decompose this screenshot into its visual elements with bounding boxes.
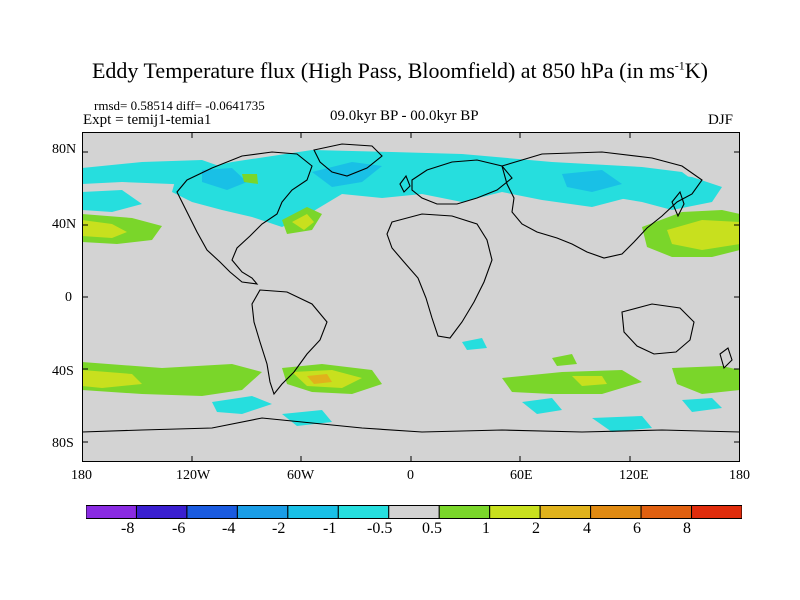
lon-ticks (191, 132, 631, 462)
season-label: DJF (708, 112, 734, 128)
lon-label-120e: 120E (619, 468, 649, 483)
contour-green-hudson (242, 174, 258, 184)
contour-blue-north (312, 162, 382, 187)
colorbar-label: -8 (121, 520, 135, 537)
colorbar-label: -4 (222, 520, 236, 537)
colorbar-label: -0.5 (367, 520, 393, 537)
coast-asia (501, 151, 703, 259)
coast-australia (621, 303, 695, 355)
lat-label-40s: 40S (52, 364, 74, 379)
colorbar-swatch (691, 505, 742, 519)
colorbar-swatch (590, 505, 642, 519)
colorbar-label: 6 (633, 520, 641, 537)
lat-label-0: 0 (65, 290, 72, 305)
lon-label-60w: 60W (287, 468, 315, 483)
map-title: Eddy Temperature flux (High Pass, Bloomf… (91, 58, 708, 83)
flux-map (82, 132, 740, 462)
colorbar-swatch (86, 505, 137, 519)
lat-ticks (82, 151, 740, 443)
colorbar-swatch (489, 505, 541, 519)
contour-green-south-pac (82, 362, 262, 396)
contour-yellow-west-pac (82, 220, 127, 238)
contour-cyan-nwpac (592, 172, 722, 210)
coast-south-america (251, 289, 328, 396)
contour-cyan-north-atlantic (172, 150, 702, 227)
colorbar-label: -2 (272, 520, 286, 537)
colorbar-swatch (640, 505, 693, 519)
contour-yellow-indian (572, 376, 607, 386)
contour-blue-npac-w (562, 170, 622, 192)
colorbar-swatch (438, 505, 491, 519)
colorbar-label: -1 (323, 520, 337, 537)
contour-yellow-south-pac (82, 370, 142, 388)
contour-cyan-south-6 (462, 338, 487, 350)
lon-label-180w: 180 (71, 468, 92, 483)
colorbar-label: -6 (172, 520, 186, 537)
colorbar-label: 0.5 (422, 520, 442, 537)
colorbar (86, 505, 742, 519)
coast-greenland (313, 143, 383, 177)
colorbar-label: 4 (583, 520, 591, 537)
contour-green-south-small (552, 354, 577, 366)
lon-label-120w: 120W (176, 468, 211, 483)
colorbar-swatch (186, 505, 238, 519)
lat-label-40n: 40N (52, 217, 77, 232)
contour-yellow-east-pac (667, 220, 740, 250)
lon-label-180e: 180 (729, 468, 750, 483)
coast-new-zealand (719, 347, 733, 370)
lat-label-80n: 80N (52, 142, 77, 157)
lon-label-0: 0 (407, 468, 414, 483)
period-label: 09.0kyr BP - 00.0kyr BP (330, 108, 479, 124)
contour-cyan-south-5 (682, 398, 722, 412)
contour-cyan-south-3 (592, 416, 652, 432)
colorbar-swatch (337, 505, 390, 519)
contour-green-sw-pac (672, 366, 740, 394)
coast-north-america (176, 151, 313, 285)
contour-green-indian (502, 370, 642, 394)
colorbar-swatch (287, 505, 339, 519)
coast-europe (411, 159, 513, 205)
coastlines (82, 143, 740, 433)
colorbar-label: 8 (683, 520, 691, 537)
coast-japan (671, 190, 685, 218)
contour-cyan-south-1 (212, 396, 272, 414)
contour-blue-canada (202, 168, 247, 190)
coast-antarctica (82, 417, 740, 433)
lat-label-80s: 80S (52, 436, 74, 451)
colorbar-swatch (135, 505, 188, 519)
colorbar-swatch (539, 505, 592, 519)
contour-cyan-south-2 (522, 398, 562, 414)
contour-cyan-ne-pac (82, 190, 142, 212)
contour-yellow-atlantic (292, 214, 314, 230)
colorbar-label: 1 (482, 520, 490, 537)
experiment-label: Expt = temij1-temia1 (83, 112, 212, 128)
colorbar-swatch (236, 505, 289, 519)
lon-label-60e: 60E (510, 468, 533, 483)
stats-text: rmsd= 0.58514 diff= -0.0641735 (94, 98, 265, 113)
contour-fills (82, 150, 740, 432)
colorbar-label: 2 (532, 520, 540, 537)
colorbar-swatch (388, 505, 440, 519)
contour-orange-south-atl (307, 374, 332, 384)
coast-uk (399, 174, 411, 193)
coast-africa (386, 213, 493, 339)
contour-cyan-south-4 (282, 410, 332, 426)
